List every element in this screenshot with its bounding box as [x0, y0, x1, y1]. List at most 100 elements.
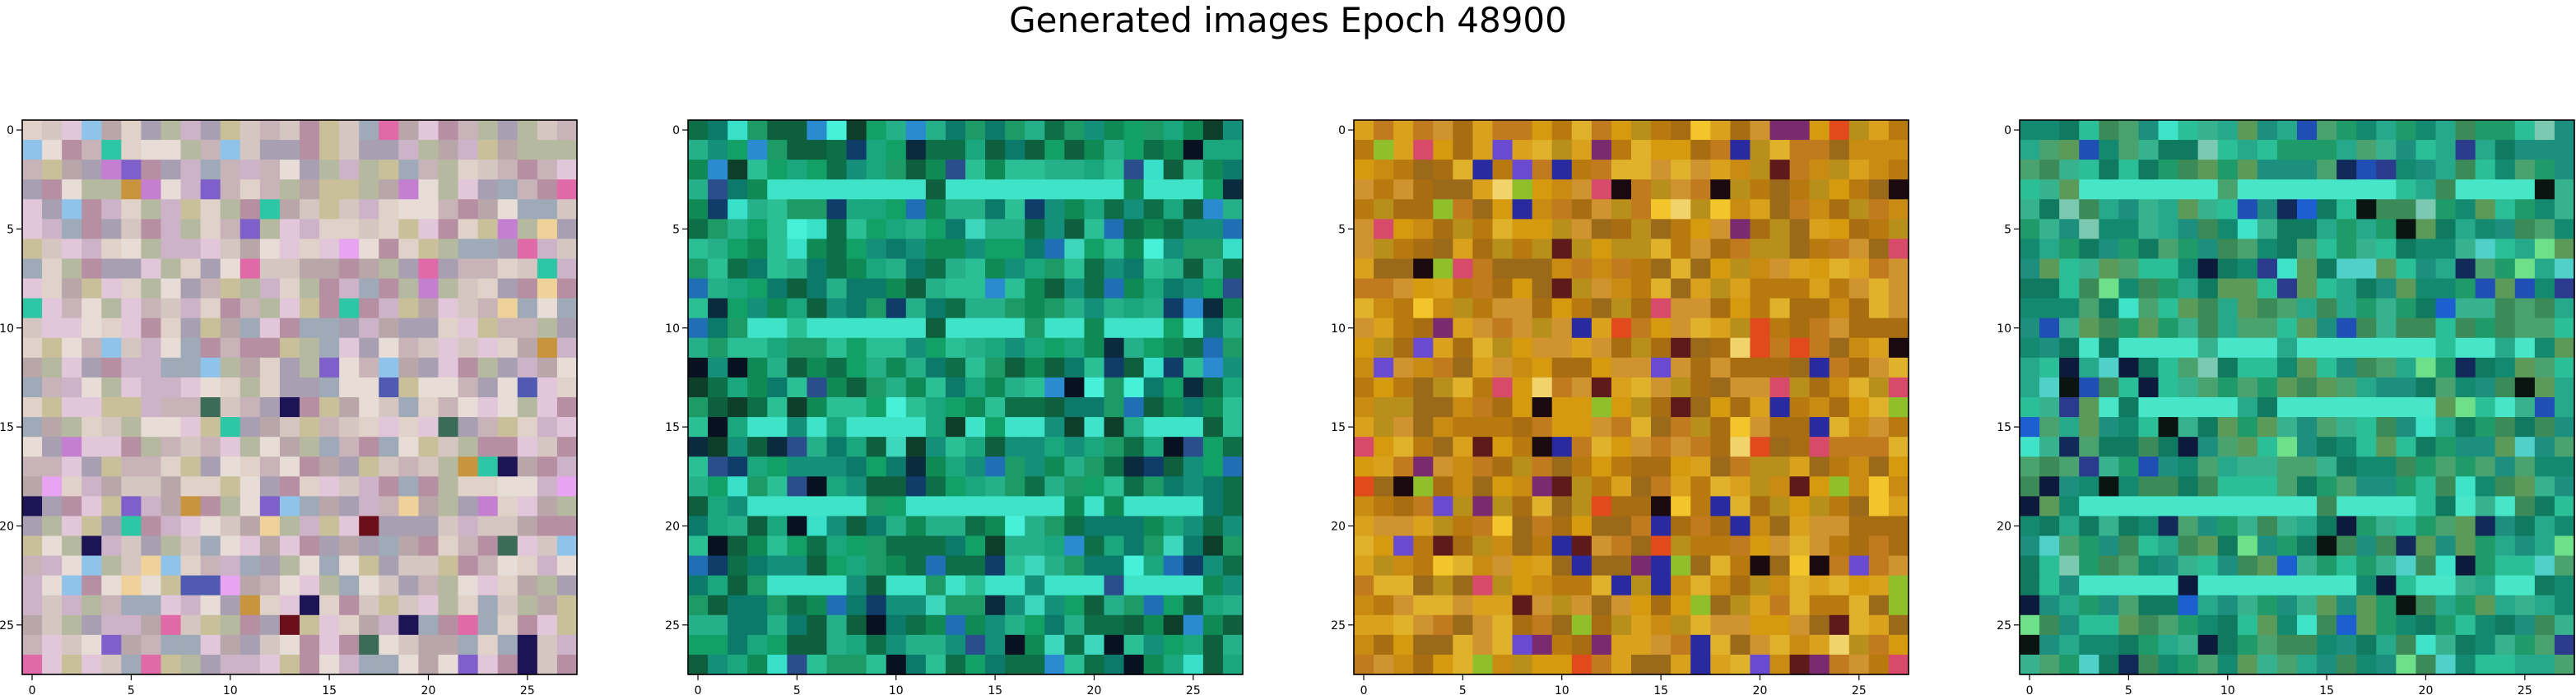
pixel-cell: [2099, 496, 2119, 517]
pixel-cell: [807, 516, 828, 537]
pixel-cell: [220, 496, 241, 517]
pixel-cell: [220, 614, 241, 636]
pixel-cell: [1025, 614, 1045, 636]
pixel-cell: [2495, 654, 2516, 675]
pixel-cell: [556, 160, 578, 180]
pixel-cell: [2217, 575, 2239, 596]
pixel-cell: [1750, 437, 1771, 457]
pixel-cell: [2099, 437, 2119, 457]
pixel-cell: [866, 654, 887, 675]
pixel-cell: [2059, 496, 2080, 517]
pixel-cell: [2475, 417, 2496, 438]
pixel-cell: [180, 160, 202, 180]
pixel-cell: [2317, 377, 2337, 398]
pixel-cell: [1690, 199, 1711, 220]
pixel-cell: [1551, 575, 1573, 596]
pixel-cell: [846, 337, 867, 359]
pixel-cell: [945, 258, 966, 280]
pixel-cell: [1551, 160, 1573, 180]
pixel-cell: [1631, 496, 1652, 517]
pixel-cell: [1789, 535, 1811, 557]
pixel-cell: [1084, 239, 1105, 260]
pixel-cell: [767, 654, 788, 675]
pixel-cell: [1492, 179, 1514, 200]
pixel-cell: [2495, 278, 2516, 299]
pixel-cell: [2099, 179, 2119, 200]
pixel-cell: [1571, 496, 1593, 517]
pixel-cell: [1551, 397, 1573, 418]
pixel-cell: [1690, 317, 1711, 339]
pixel-cell: [1532, 258, 1553, 280]
pixel-cell: [1104, 239, 1125, 260]
pixel-cell: [1005, 298, 1025, 319]
pixel-cell: [279, 160, 300, 180]
pixel-cell: [1769, 140, 1791, 160]
pixel-cell: [497, 140, 518, 160]
pixel-cell: [1393, 219, 1414, 240]
pixel-cell: [846, 417, 867, 438]
pixel-cell: [141, 555, 162, 577]
pixel-cell: [985, 239, 1006, 260]
pixel-cell: [2435, 476, 2457, 497]
pixel-cell: [2337, 397, 2357, 418]
pixel-cell: [846, 437, 867, 457]
pixel-cell: [300, 614, 320, 636]
pixel-cell: [2237, 120, 2258, 141]
pixel-cell: [2197, 377, 2219, 398]
pixel-cell: [1044, 317, 1065, 339]
pixel-cell: [2257, 476, 2278, 497]
pixel-cell: [300, 337, 320, 359]
pixel-cell: [1651, 516, 1672, 537]
pixel-cell: [2217, 437, 2239, 457]
pixel-cell: [1163, 555, 1184, 577]
pixel-cell: [259, 654, 281, 675]
pixel-cell: [62, 397, 82, 418]
pixel-cell: [1202, 476, 1224, 497]
pixel-cell: [1025, 377, 1045, 398]
pixel-cell: [1631, 160, 1652, 180]
pixel-cell: [180, 496, 202, 517]
pixel-cell: [477, 298, 499, 319]
pixel-cell: [846, 357, 867, 378]
pixel-cell: [42, 397, 63, 418]
pixel-cell: [1084, 337, 1105, 359]
pixel-cell: [1868, 634, 1890, 656]
pixel-cell: [2276, 298, 2298, 319]
pixel-cell: [1769, 120, 1791, 141]
pixel-cell: [1730, 258, 1751, 280]
pixel-cell: [1104, 357, 1125, 378]
pixel-cell: [1472, 377, 1494, 398]
pixel-cell: [180, 298, 202, 319]
pixel-cell: [1393, 614, 1414, 636]
pixel-cell: [239, 219, 261, 240]
pixel-cell: [359, 258, 379, 280]
pixel-cell: [22, 634, 43, 656]
pixel-cell: [1651, 634, 1672, 656]
pixel-cell: [200, 654, 221, 675]
pixel-cell: [1163, 120, 1184, 141]
pixel-cell: [846, 496, 867, 517]
pixel-cell: [1413, 179, 1434, 200]
pixel-cell: [2099, 595, 2119, 616]
pixel-cell: [985, 417, 1006, 438]
pixel-cell: [2337, 595, 2357, 616]
pixel-cell: [826, 516, 848, 537]
pixel-cell: [1354, 160, 1374, 180]
pixel-cell: [2039, 417, 2060, 438]
pixel-cell: [339, 496, 360, 517]
pixel-cell: [2554, 317, 2575, 339]
pixel-cell: [1084, 417, 1105, 438]
pixel-cell: [807, 199, 828, 220]
pixel-cell: [1848, 120, 1870, 141]
pixel-cell: [905, 575, 927, 596]
pixel-cell: [1690, 179, 1711, 200]
pixel-cell: [1690, 555, 1711, 577]
pixel-cell: [2356, 634, 2377, 656]
pixel-cell: [458, 496, 479, 517]
pixel-cell: [1789, 317, 1811, 339]
pixel-cell: [2158, 575, 2179, 596]
pixel-cell: [2237, 595, 2258, 616]
pixel-cell: [2059, 298, 2080, 319]
pixel-cell: [1710, 654, 1731, 675]
pixel-cell: [787, 258, 808, 280]
